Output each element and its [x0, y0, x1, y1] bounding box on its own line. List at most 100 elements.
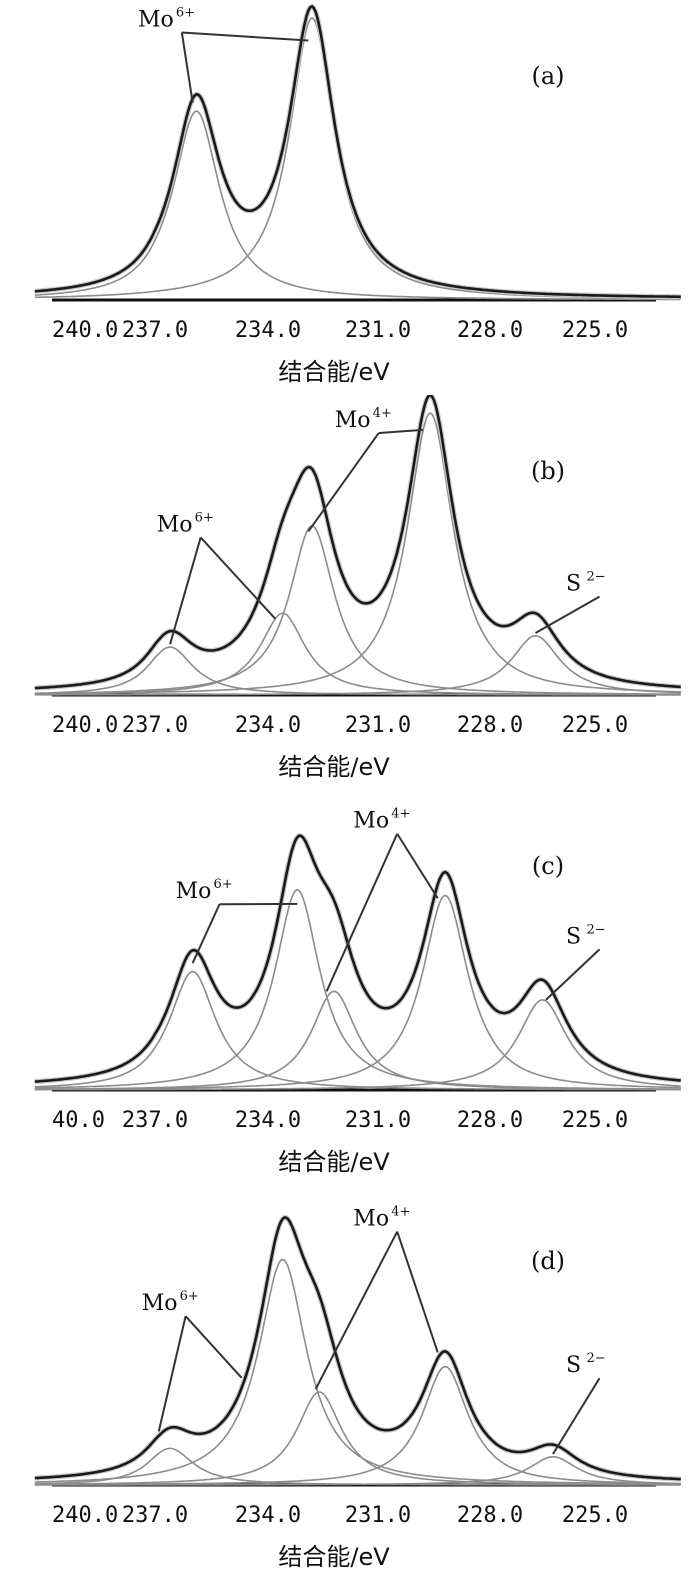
x-tick-label-b-3: 234.0	[235, 713, 301, 738]
ion-label-b-1: Mo	[157, 512, 193, 537]
leader-line-d-1-1	[157, 1315, 187, 1432]
panel-label-c: (c)	[532, 852, 564, 880]
fitted-envelope-c	[34, 834, 681, 1083]
x-tick-label-c-3: 234.0	[235, 1108, 301, 1133]
component-peak-c-5	[34, 998, 681, 1091]
x-tick-label-c-2: 237.0	[122, 1108, 188, 1133]
x-axis-title-a: 结合能/eV	[278, 358, 390, 386]
x-tick-label-c-4: 231.0	[345, 1108, 411, 1133]
plot-area-d: 240.0 237.0 234.0 231.0 228.0 225.0 结合能/eV (d) M…	[34, 1205, 681, 1571]
annotation-b-2: Mo 4+	[307, 406, 423, 533]
leader-line-b-3-1	[535, 595, 600, 634]
annotation-c-2: Mo 4+	[325, 807, 439, 992]
leader-line-a-1-2	[181, 31, 309, 42]
annotation-a-1: Mo 6+	[138, 5, 309, 103]
raw-spectrum-c	[34, 833, 682, 1085]
x-axis-title-c: 结合能/eV	[278, 1148, 390, 1176]
leader-line-b-2-1	[307, 432, 380, 533]
ion-charge-c-2: 4+	[391, 807, 410, 822]
leader-line-d-1-2	[184, 1315, 243, 1379]
leader-line-a-1-1	[180, 32, 194, 103]
leader-line-c-3-1	[545, 948, 601, 1001]
ion-charge-c-3: 2−	[587, 922, 606, 937]
component-peak-d-2	[34, 1258, 681, 1485]
x-tick-label-d-6: 225.0	[562, 1503, 628, 1528]
xps-panel-c: 40.0 237.0 234.0 231.0 228.0 225.0 结合能/eV (c) Mo…	[0, 790, 700, 1185]
panel-label-a: (a)	[531, 62, 564, 90]
x-axis-title-b: 结合能/eV	[278, 753, 390, 781]
ion-label-a-1: Mo	[138, 7, 174, 32]
x-tick-label-d-3: 234.0	[235, 1503, 301, 1528]
x-tick-label-c-6: 225.0	[562, 1108, 628, 1133]
leader-line-b-2-2	[378, 428, 423, 435]
x-tick-label-d-2: 237.0	[122, 1503, 188, 1528]
annotation-c-3: S 2−	[545, 922, 606, 1001]
ion-charge-b-2: 4+	[373, 406, 392, 421]
leader-line-c-1-1	[191, 903, 221, 964]
annotation-d-3: S 2−	[552, 1351, 606, 1455]
component-peak-d-3	[34, 1391, 681, 1486]
leader-line-d-2-2	[396, 1231, 439, 1353]
x-tick-label-b-6: 225.0	[562, 713, 628, 738]
panel-label-d: (d)	[531, 1247, 565, 1275]
xps-panel-d: 240.0 237.0 234.0 231.0 228.0 225.0 结合能/eV (d) M…	[0, 1185, 700, 1580]
x-tick-label-b-2: 237.0	[122, 713, 188, 738]
component-peak-b-4	[34, 412, 681, 695]
x-tick-label-a-3: 234.0	[235, 318, 301, 343]
x-tick-label-a-5: 228.0	[457, 318, 523, 343]
annotation-b-3: S 2−	[535, 570, 606, 634]
x-tick-label-a-6: 225.0	[562, 318, 628, 343]
annotation-d-2: Mo 4+	[314, 1205, 439, 1390]
ion-label-d-3: S	[566, 1353, 581, 1378]
xps-panel-b: 240.0 237.0 234.0 231.0 228.0 225.0 结合能/eV (b) M…	[0, 395, 700, 790]
plot-area-c: 40.0 237.0 234.0 231.0 228.0 225.0 结合能/eV (c) Mo…	[34, 807, 682, 1176]
raw-spectrum-b	[34, 395, 681, 691]
component-peak-b-5	[34, 634, 681, 696]
fitted-envelope-d	[34, 1216, 681, 1481]
ion-charge-a-1: 6+	[176, 5, 195, 20]
x-axis-title-d: 结合能/eV	[278, 1543, 390, 1571]
component-peak-d-5	[34, 1455, 681, 1486]
x-tick-label-d-4: 231.0	[345, 1503, 411, 1528]
ion-charge-d-1: 6+	[180, 1289, 199, 1304]
x-tick-label-b-4: 231.0	[345, 713, 411, 738]
component-peak-d-4	[34, 1365, 681, 1486]
annotation-d-1: Mo 6+	[142, 1289, 243, 1432]
x-tick-label-a-4: 231.0	[345, 318, 411, 343]
ion-charge-b-3: 2−	[587, 570, 606, 585]
x-tick-label-d-5: 228.0	[457, 1503, 523, 1528]
panel-label-b: (b)	[531, 457, 565, 485]
fitted-envelope-a	[34, 4, 681, 299]
ion-charge-b-1: 6+	[195, 510, 214, 525]
x-tick-label-a-2: 237.0	[122, 318, 188, 343]
leader-line-c-2-2	[396, 833, 439, 899]
ion-charge-d-3: 2−	[587, 1351, 606, 1366]
x-tick-label-b-5: 228.0	[457, 713, 523, 738]
fitted-envelope-b	[34, 395, 681, 690]
leader-line-c-2-1	[325, 833, 399, 992]
ion-label-b-3: S	[566, 572, 581, 597]
plot-area-b: 240.0 237.0 234.0 231.0 228.0 225.0 结合能/eV (b) M…	[34, 395, 681, 781]
x-tick-label-a-1: 240.0	[52, 318, 118, 343]
ion-charge-d-2: 4+	[391, 1205, 410, 1220]
raw-spectrum-d	[34, 1214, 681, 1482]
xps-panel-a: 240.0 237.0 234.0 231.0 228.0 225.0 结合能/eV (a) M…	[0, 0, 700, 395]
component-peak-b-2	[34, 612, 681, 696]
ion-label-c-1: Mo	[176, 879, 212, 904]
component-peak-b-3	[34, 524, 681, 695]
ion-label-d-1: Mo	[142, 1291, 178, 1316]
x-tick-label-c-1: 40.0	[52, 1108, 105, 1133]
x-tick-label-d-1: 240.0	[52, 1503, 118, 1528]
leader-line-d-3-1	[552, 1377, 601, 1455]
x-tick-label-b-1: 240.0	[52, 713, 118, 738]
annotation-c-1: Mo 6+	[176, 877, 298, 964]
x-tick-label-c-5: 228.0	[457, 1108, 523, 1133]
component-peak-a-1	[34, 110, 681, 301]
ion-label-c-3: S	[566, 924, 581, 949]
raw-spectrum-a	[34, 3, 681, 300]
ion-label-b-2: Mo	[335, 408, 371, 433]
leader-line-d-2-1	[314, 1231, 399, 1390]
component-peak-a-2	[34, 17, 681, 300]
component-peak-c-4	[34, 894, 681, 1090]
component-peak-c-3	[34, 990, 681, 1091]
